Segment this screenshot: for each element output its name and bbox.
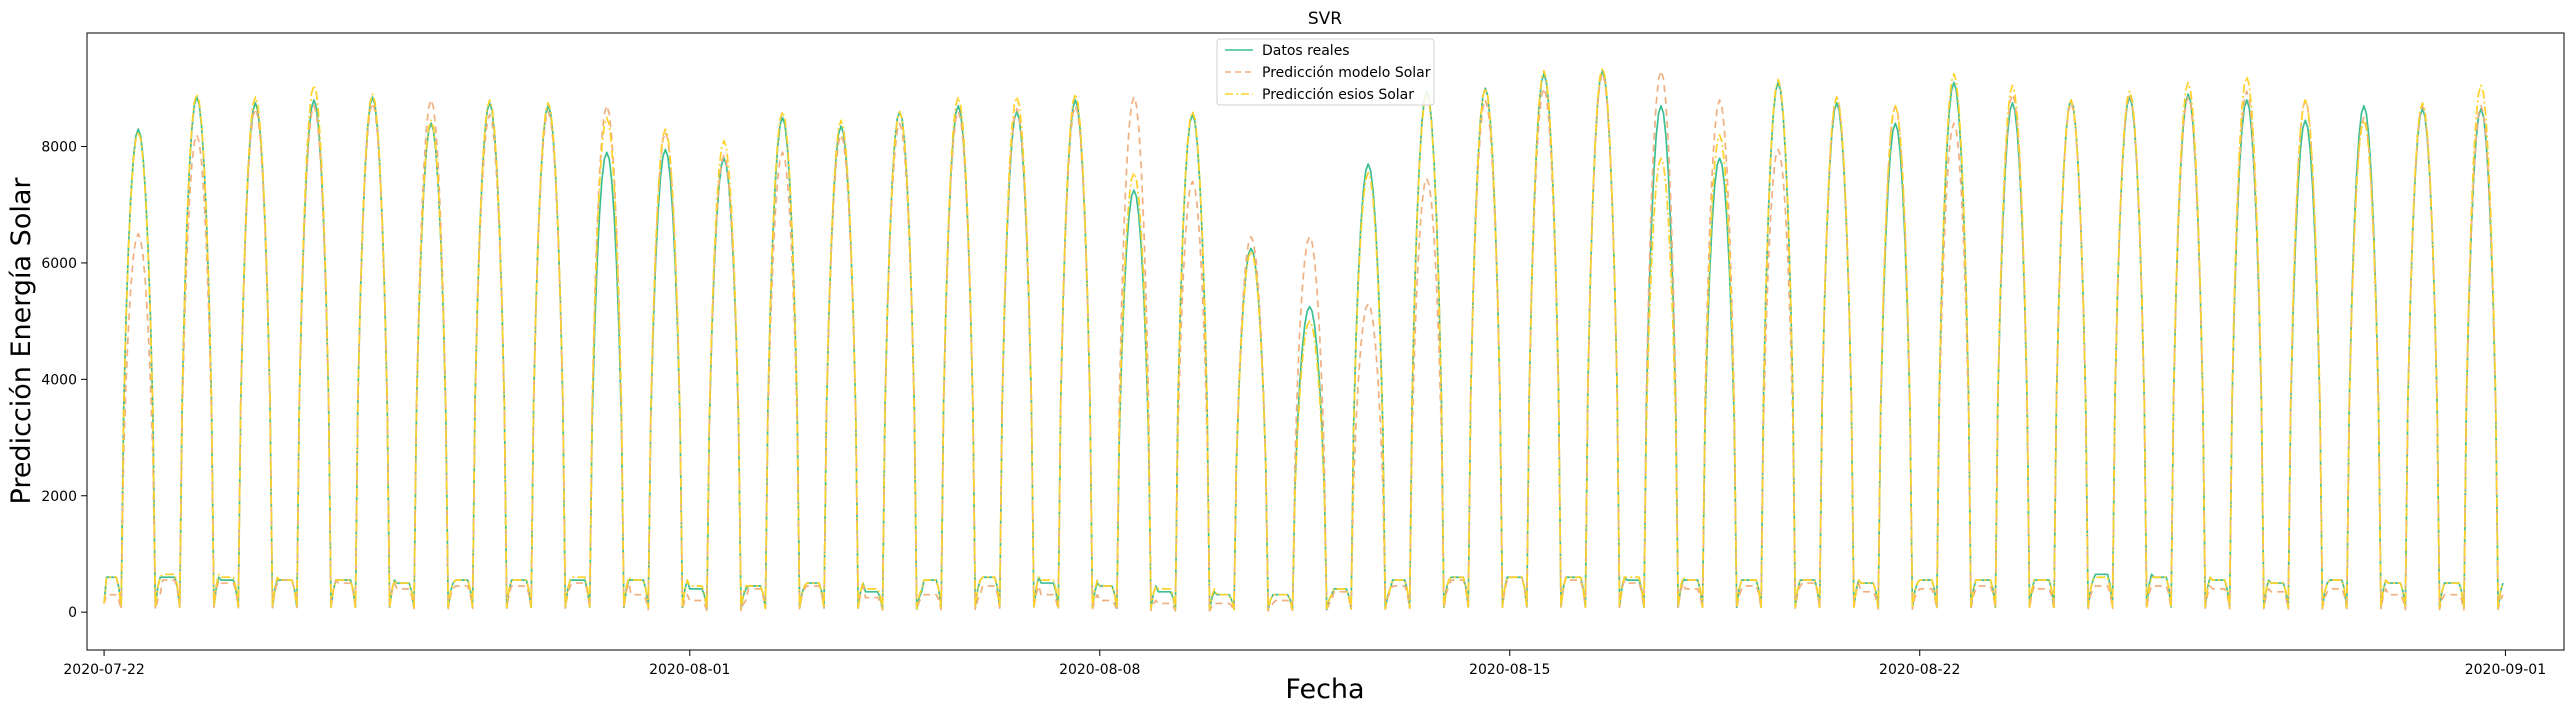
x-tick-label: 2020-08-01 bbox=[649, 662, 730, 678]
x-axis: 2020-07-22 2020-08-01 2020-08-08 2020-08-15… bbox=[63, 650, 2546, 678]
chart-title: SVR bbox=[1308, 9, 1342, 29]
x-tick-label: 2020-08-22 bbox=[1879, 662, 1960, 678]
x-axis-label: Fecha bbox=[1285, 674, 1364, 705]
plot-frame bbox=[86, 32, 2565, 651]
y-axis-label: Predicción Energía Solar bbox=[6, 177, 37, 505]
y-tick-label: 8000 bbox=[41, 140, 77, 156]
series-line-2 bbox=[103, 67, 2504, 611]
legend-label-prediccion-modelo: Predicción modelo Solar bbox=[1262, 65, 1431, 81]
x-tick-label: 2020-08-08 bbox=[1059, 662, 1140, 678]
series-line-1 bbox=[103, 69, 2504, 612]
x-tick-label: 2020-07-22 bbox=[63, 662, 144, 678]
legend-label-datos-reales: Datos reales bbox=[1262, 43, 1350, 59]
x-tick-label: 2020-08-15 bbox=[1469, 662, 1550, 678]
legend-label-prediccion-esios: Predicción esios Solar bbox=[1262, 87, 1414, 103]
y-axis: 0 2000 4000 6000 8000 bbox=[41, 140, 87, 621]
series-group bbox=[103, 67, 2504, 612]
legend: Datos reales Predicción modelo Solar Pre… bbox=[1216, 38, 1435, 106]
legend-box bbox=[1216, 38, 1435, 106]
y-tick-label: 0 bbox=[68, 605, 77, 621]
x-tick-label: 2020-09-01 bbox=[2465, 662, 2546, 678]
y-tick-label: 4000 bbox=[41, 372, 77, 388]
y-tick-label: 6000 bbox=[41, 256, 77, 272]
y-tick-label: 2000 bbox=[41, 489, 77, 505]
